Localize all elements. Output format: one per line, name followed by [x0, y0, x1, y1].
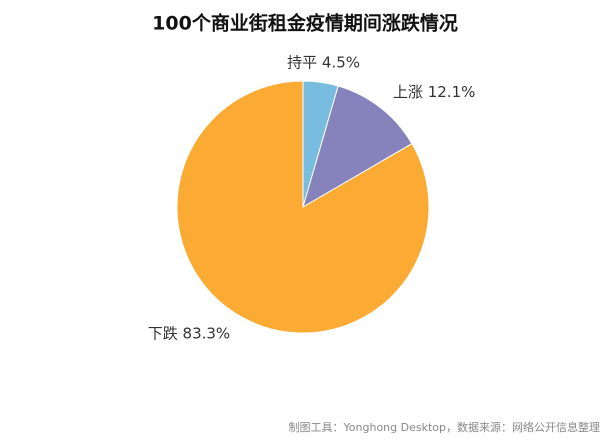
chart-title: 100个商业街租金疫情期间涨跌情况	[152, 12, 458, 35]
slice-category: 持平	[287, 53, 317, 71]
slice-value-label: 12.1%	[428, 82, 476, 100]
slice-label: 持平 4.5%	[287, 53, 360, 71]
slice-label: 下跌 83.3%	[148, 324, 230, 342]
slice-value-label: 83.3%	[183, 324, 231, 342]
pie-slice	[302, 85, 413, 209]
pie-slice	[176, 80, 430, 334]
slice-category: 上涨	[393, 82, 423, 100]
slice-label: 上涨 12.1%	[393, 82, 475, 100]
footer: 制图工具：Yonghong Desktop，数据来源：网络公开信息整理	[289, 420, 600, 434]
slice-category: 下跌	[148, 324, 178, 342]
slice-value-label: 4.5%	[322, 53, 360, 71]
